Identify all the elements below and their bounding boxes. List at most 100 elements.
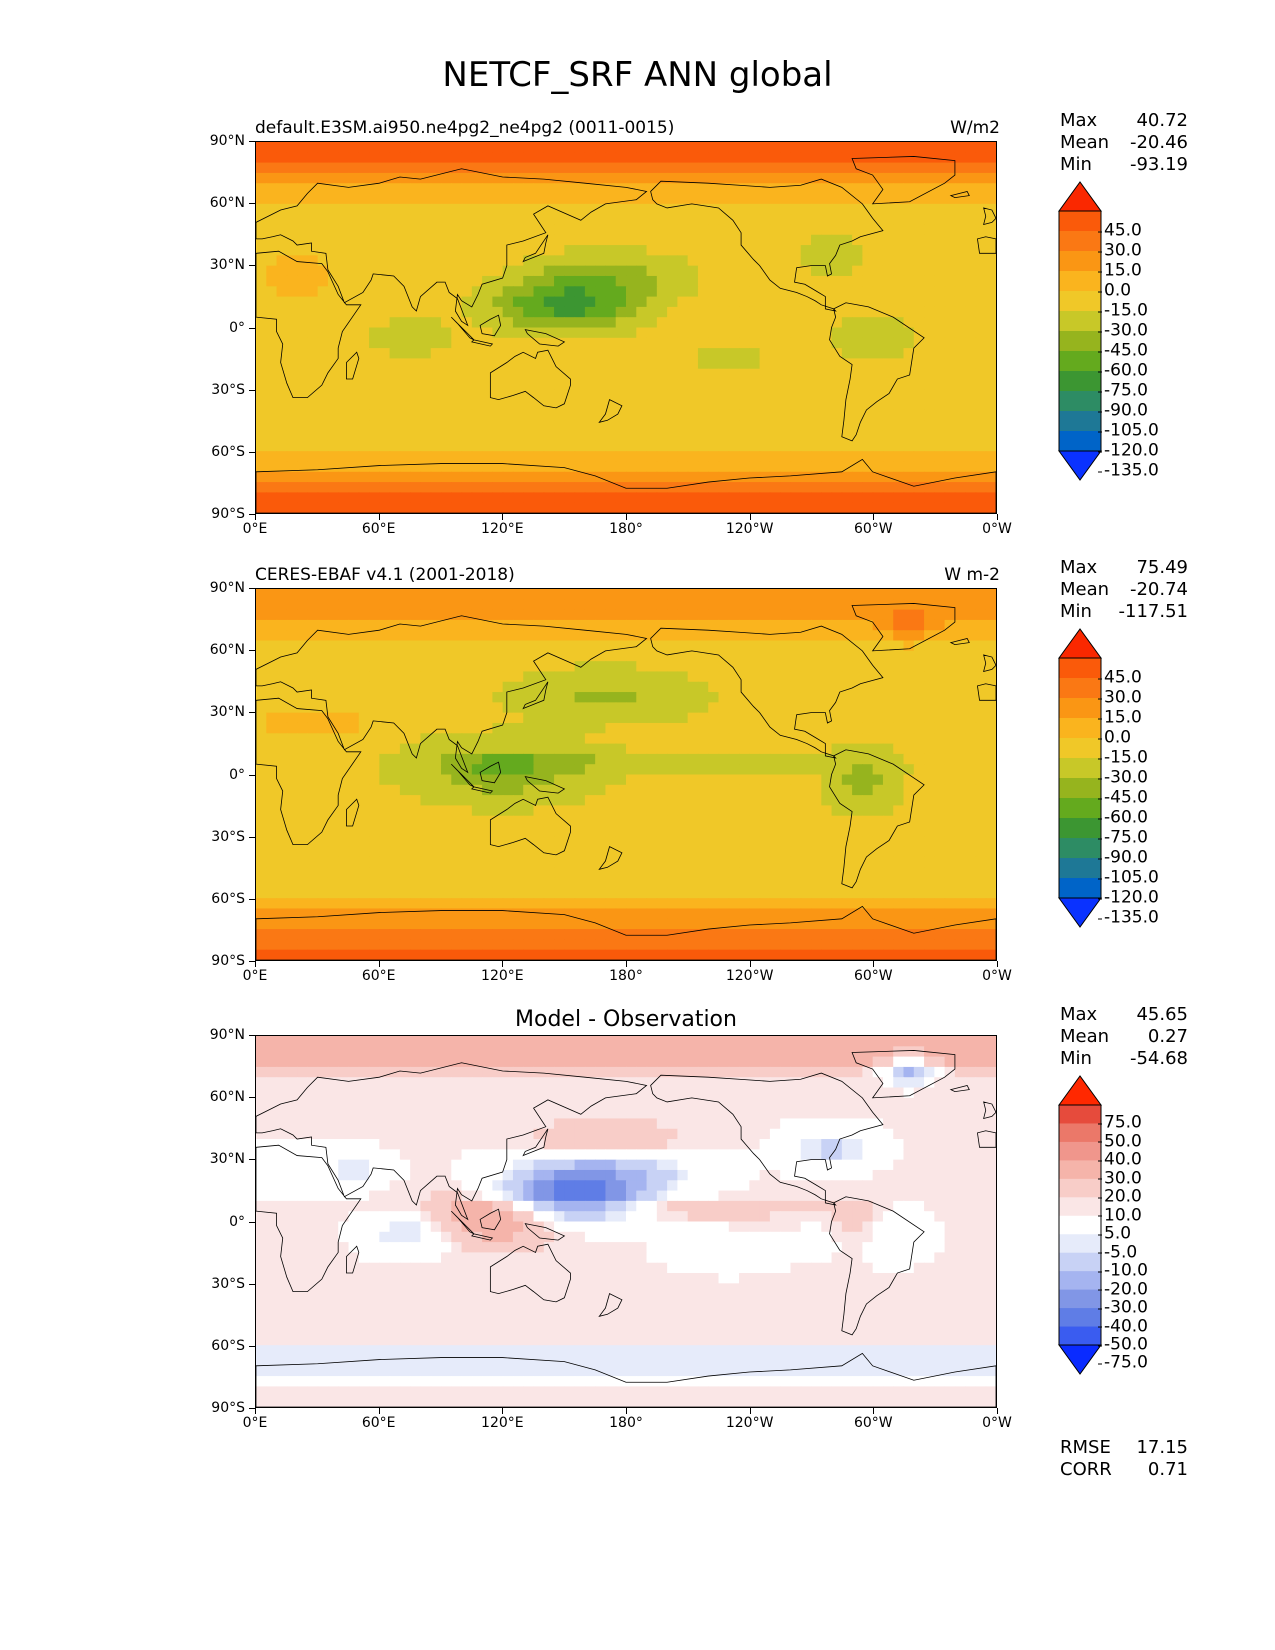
lat-tick-label: 60°N xyxy=(209,195,245,212)
colorbar-label: -90.0 xyxy=(1098,400,1148,421)
colorbar-swatch xyxy=(1059,1234,1101,1254)
colorbar-extend-min xyxy=(1058,450,1102,481)
lon-tick-label: 0°E xyxy=(242,521,268,537)
colorbar-label: -45.0 xyxy=(1098,340,1148,361)
stat-label: Min xyxy=(1060,154,1092,175)
lat-tick xyxy=(249,836,255,838)
map-panel-2: CERES-EBAF v4.1 (2001-2018) W m-2 90°N 60°N… xyxy=(0,557,1275,1005)
panel-stats: Max 40.72 Mean -20.46 Min -93.19 xyxy=(1060,110,1188,176)
colorbar-label: 0.0 xyxy=(1097,727,1132,748)
colorbar xyxy=(1058,181,1102,481)
lat-tick xyxy=(249,1283,255,1285)
colorbar-swatch xyxy=(1059,1252,1101,1272)
colorbar-label: -120.0 xyxy=(1098,440,1159,461)
colorbar-label: -90.0 xyxy=(1098,847,1148,868)
colorbar-label: -135.0 xyxy=(1098,907,1159,928)
colorbar-swatch xyxy=(1059,231,1101,252)
colorbar-swatch xyxy=(1059,1289,1101,1309)
colorbar-swatch xyxy=(1059,1160,1101,1180)
lat-tick xyxy=(249,203,255,205)
colorbar-label: -50.0 xyxy=(1098,1334,1148,1355)
lat-tick xyxy=(249,774,255,776)
colorbar-label: 40.0 xyxy=(1098,1149,1142,1170)
colorbar-label: 20.0 xyxy=(1098,1186,1142,1207)
colorbar-swatch xyxy=(1059,291,1101,312)
stat-corr: 0.71 xyxy=(1147,1459,1188,1480)
colorbar-swatch xyxy=(1059,838,1101,859)
lat-tick-label: 0° xyxy=(229,319,245,336)
lat-tick-label: 60°N xyxy=(209,642,245,659)
lon-tick xyxy=(255,1408,256,1414)
colorbar-label: 30.0 xyxy=(1098,240,1142,261)
colorbar-label: 75.0 xyxy=(1098,1112,1142,1133)
lat-tick xyxy=(249,1097,255,1099)
colorbar-swatch xyxy=(1059,1105,1101,1124)
stat-label: Min xyxy=(1060,601,1092,622)
lon-tick-label: 120°W xyxy=(725,521,774,537)
colorbar-swatch xyxy=(1059,778,1101,799)
colorbar-extend-min xyxy=(1058,897,1102,928)
colorbar-label: 0.0 xyxy=(1097,280,1132,301)
lat-tick xyxy=(249,898,255,900)
colorbar-swatch xyxy=(1059,271,1101,292)
colorbar-swatch xyxy=(1059,658,1101,679)
colorbar-swatch xyxy=(1059,1178,1101,1198)
colorbar-swatch xyxy=(1059,758,1101,779)
colorbar-swatch xyxy=(1059,1197,1101,1217)
diff-extra-stats: RMSE 17.15 CORR 0.71 xyxy=(1060,1437,1188,1481)
lat-tick-label: 30°N xyxy=(209,704,245,721)
colorbar-extend-max xyxy=(1058,1075,1102,1106)
lat-tick-label: 30°S xyxy=(211,1275,245,1292)
lat-tick xyxy=(249,514,255,515)
colorbar-label: -135.0 xyxy=(1098,460,1159,481)
lon-tick xyxy=(749,1408,751,1414)
colorbar-swatch xyxy=(1059,718,1101,739)
stat-max: 45.65 xyxy=(1136,1004,1188,1025)
field-cells xyxy=(256,589,996,960)
stat-min: -117.51 xyxy=(1118,601,1188,622)
panel-title-center: Model - Observation xyxy=(515,1007,737,1032)
map-panel-3: Model - Observation 90°N 60°N 30°N 0° 30°S 60°… xyxy=(0,1004,1275,1452)
lon-tick xyxy=(502,514,504,520)
colorbar-swatch xyxy=(1059,798,1101,819)
lon-tick-label: 120°E xyxy=(481,1415,524,1431)
lat-tick-label: 90°N xyxy=(209,580,245,596)
coastlines xyxy=(256,1050,996,1407)
lat-tick-label: 0° xyxy=(229,1213,245,1230)
lat-tick xyxy=(249,961,255,962)
lon-tick xyxy=(255,514,256,520)
colorbar xyxy=(1058,628,1102,928)
colorbar-label: 5.0 xyxy=(1097,1223,1132,1244)
lon-tick xyxy=(873,961,875,967)
map-panel-1: default.E3SM.ai950.ne4pg2_ne4pg2 (0011-0… xyxy=(0,110,1275,558)
lon-tick xyxy=(502,1408,504,1414)
lon-tick-label: 0°E xyxy=(242,1415,268,1431)
colorbar-swatch xyxy=(1059,1141,1101,1161)
lon-tick-label: 60°E xyxy=(361,1415,396,1431)
panel-stats: Max 75.49 Mean -20.74 Min -117.51 xyxy=(1060,557,1188,623)
colorbar-label: -45.0 xyxy=(1098,787,1148,808)
panel-units: W m-2 xyxy=(944,565,1000,585)
colorbar-label: -20.0 xyxy=(1098,1279,1148,1300)
lon-tick xyxy=(626,1408,627,1414)
lon-tick-label: 120°E xyxy=(481,968,524,984)
map-plot-area xyxy=(255,141,997,514)
colorbar-extend-max xyxy=(1058,628,1102,659)
map-plot-area xyxy=(255,588,997,961)
stat-min: -93.19 xyxy=(1129,154,1188,175)
coastlines xyxy=(256,156,996,513)
lon-tick xyxy=(255,961,256,967)
stat-max: 40.72 xyxy=(1136,110,1188,131)
lat-tick xyxy=(249,141,255,142)
lat-tick-label: 90°S xyxy=(211,506,245,522)
lon-tick-label: 120°W xyxy=(725,1415,774,1431)
lat-tick-label: 90°N xyxy=(209,1027,245,1043)
colorbar-label: 30.0 xyxy=(1098,1168,1142,1189)
lat-tick-label: 60°S xyxy=(211,443,245,460)
lon-tick xyxy=(626,961,627,967)
colorbar-label: -15.0 xyxy=(1098,747,1148,768)
colorbar-label: 15.0 xyxy=(1098,707,1142,728)
colorbar-swatch xyxy=(1059,878,1101,899)
map-svg xyxy=(256,589,996,960)
lat-tick-label: 90°N xyxy=(209,133,245,149)
